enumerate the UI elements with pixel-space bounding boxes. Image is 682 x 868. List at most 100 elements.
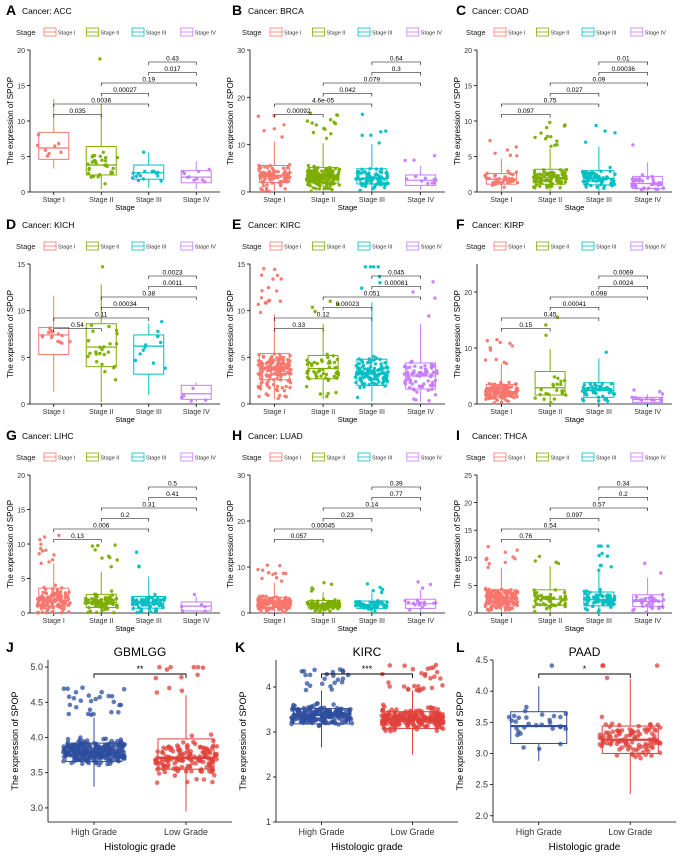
data-point — [433, 662, 439, 668]
y-tick-label: 5 — [21, 355, 25, 362]
data-point — [533, 559, 537, 563]
y-axis-label: The expression of SPOP — [6, 500, 15, 588]
data-point — [655, 722, 661, 728]
y-axis-label: The expression of SPOP — [226, 290, 235, 378]
data-point — [486, 565, 490, 570]
data-point — [412, 683, 417, 689]
data-point — [328, 186, 332, 190]
data-point — [438, 714, 444, 719]
data-point — [533, 591, 537, 595]
data-point — [661, 605, 665, 609]
data-point — [130, 176, 135, 180]
data-point — [108, 757, 113, 763]
data-point — [591, 178, 595, 183]
comparison-pvalue: 0.57 — [593, 502, 606, 509]
data-point — [317, 708, 323, 713]
comparison-bracket — [371, 61, 421, 65]
data-point — [370, 370, 374, 374]
y-tick-label: 15 — [464, 84, 472, 91]
data-point — [323, 169, 327, 173]
data-point — [105, 751, 111, 757]
legend-title: Stage — [16, 242, 36, 251]
data-point — [546, 171, 550, 175]
data-point — [278, 393, 282, 398]
legend-title: Stage — [16, 453, 36, 462]
data-point — [584, 179, 589, 183]
data-point — [261, 594, 265, 598]
x-tick-label: Stage IV — [634, 409, 661, 416]
data-point — [308, 111, 313, 115]
comparison-pvalue: 0.15 — [519, 322, 532, 329]
comparison-bracket — [549, 507, 648, 511]
data-point — [212, 751, 218, 757]
data-point — [604, 740, 610, 746]
data-point — [602, 184, 607, 188]
data-point — [330, 719, 335, 724]
data-point — [58, 592, 63, 596]
data-point — [100, 608, 104, 613]
data-point — [307, 719, 313, 725]
data-point — [282, 389, 287, 393]
data-point — [153, 759, 159, 765]
panel-f: F Cancer: KIRP Stage Stage I Stage II Stage I… — [453, 216, 672, 424]
data-point — [608, 734, 613, 740]
data-point — [486, 544, 490, 549]
data-point — [492, 395, 496, 399]
comparison-pvalue: 0.14 — [366, 502, 379, 509]
data-point — [112, 611, 116, 615]
panel-title: KIRC — [353, 645, 382, 659]
data-point — [589, 172, 593, 176]
data-point — [600, 382, 604, 386]
data-point — [380, 708, 386, 714]
data-point — [275, 273, 280, 278]
data-point — [185, 746, 190, 752]
data-point — [261, 184, 266, 188]
data-point — [549, 144, 553, 148]
x-tick-label: Stage I — [263, 618, 285, 625]
data-point — [547, 184, 551, 188]
data-point — [549, 401, 553, 405]
legend-label-1: Stage I — [508, 245, 526, 251]
comparison-pvalue: 0.006 — [93, 523, 110, 530]
data-point — [312, 370, 316, 374]
data-point — [373, 362, 378, 366]
data-point — [265, 607, 269, 611]
data-point — [563, 180, 567, 184]
data-point — [636, 752, 642, 757]
data-point — [430, 383, 434, 387]
data-point — [37, 552, 41, 556]
data-point — [42, 585, 46, 590]
data-point — [103, 597, 107, 601]
x-axis-label: Stage — [565, 415, 585, 424]
data-point — [598, 563, 603, 568]
data-point — [318, 609, 322, 613]
data-point — [257, 394, 261, 399]
data-point — [488, 598, 493, 602]
y-tick-label: 0 — [21, 402, 25, 409]
data-point — [559, 181, 563, 186]
data-point — [91, 711, 96, 717]
data-point — [280, 604, 284, 609]
comparison-bracket — [274, 103, 373, 107]
data-point — [386, 370, 390, 374]
data-point — [515, 732, 520, 738]
data-point — [419, 712, 424, 718]
data-point — [504, 590, 508, 594]
data-point — [142, 150, 146, 154]
data-point — [362, 385, 366, 389]
data-point — [416, 684, 421, 689]
y-tick-label: 3 — [266, 727, 271, 737]
data-point — [275, 356, 279, 360]
data-point — [593, 382, 597, 386]
legend-label-2: Stage II — [550, 31, 569, 37]
comparison-pvalue: 0.035 — [69, 108, 86, 115]
data-point — [609, 605, 613, 609]
data-point — [329, 582, 334, 586]
data-point — [335, 357, 340, 362]
data-point — [369, 364, 373, 369]
comparison-pvalue: 0.39 — [390, 481, 403, 488]
comparison-pvalue: 0.00034 — [113, 301, 137, 308]
data-point — [259, 606, 264, 610]
data-point — [115, 155, 120, 160]
x-tick-label: High Grade — [516, 827, 562, 837]
